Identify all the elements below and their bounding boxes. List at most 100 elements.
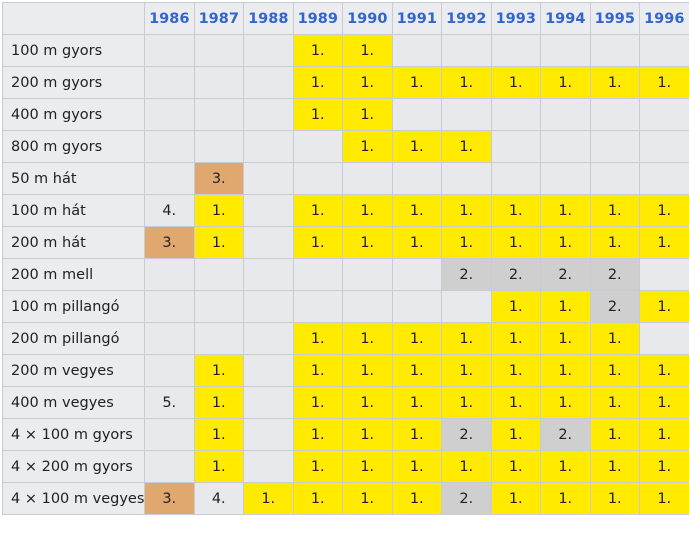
placement-cell: 1.: [391, 482, 442, 515]
placement-cell: [441, 162, 492, 195]
table-row: 800 m gyors 1. 1. 1.: [2, 130, 689, 163]
event-name: 50 m hát: [2, 162, 145, 195]
placement-cell: [144, 450, 195, 483]
placement-cell: 1.: [589, 450, 640, 483]
placement-cell: [243, 354, 294, 387]
placement-cell: 1.: [589, 66, 640, 99]
placement-cell: 1.: [490, 418, 541, 451]
event-name: 200 m mell: [2, 258, 145, 291]
table-body: 100 m gyors 1. 1. 200 m gyors 1. 1. 1. 1. 1. 1. 1.…: [2, 34, 689, 515]
placement-cell: 1.: [490, 290, 541, 323]
event-name: 200 m gyors: [2, 66, 145, 99]
year-header-1993[interactable]: 1993: [490, 2, 541, 35]
table-row: 200 m pillangó 1. 1. 1. 1. 1. 1. 1.: [2, 322, 689, 355]
placement-cell: 1.: [441, 386, 492, 419]
event-name: 800 m gyors: [2, 130, 145, 163]
table-row: 4 × 100 m gyors 1. 1. 1. 1. 2. 1. 2. 1. 1.: [2, 418, 689, 451]
placement-cell: 1.: [342, 386, 393, 419]
placement-cell: 3.: [193, 162, 244, 195]
year-header-1996[interactable]: 1996: [639, 2, 689, 35]
placement-cell: 1.: [441, 194, 492, 227]
year-header-1990[interactable]: 1990: [342, 2, 393, 35]
placement-cell: [144, 130, 195, 163]
placement-cell: 1.: [490, 354, 541, 387]
year-header-1992[interactable]: 1992: [441, 2, 492, 35]
year-header-1986[interactable]: 1986: [144, 2, 195, 35]
placement-cell: 1.: [490, 226, 541, 259]
placement-cell: [144, 162, 195, 195]
placement-cell: 2.: [589, 290, 640, 323]
placement-cell: 1.: [490, 194, 541, 227]
placement-cell: 5.: [144, 386, 195, 419]
placement-cell: [243, 194, 294, 227]
year-header-1991[interactable]: 1991: [391, 2, 442, 35]
placement-cell: 1.: [490, 386, 541, 419]
placement-cell: 1.: [292, 418, 343, 451]
placement-cell: [193, 66, 244, 99]
placement-cell: [441, 98, 492, 131]
placement-cell: 1.: [342, 322, 393, 355]
placement-cell: [144, 418, 195, 451]
year-header-1987[interactable]: 1987: [193, 2, 244, 35]
placement-cell: 1.: [342, 98, 393, 131]
table-row: 400 m vegyes 5. 1. 1. 1. 1. 1. 1. 1. 1. 1.: [2, 386, 689, 419]
placement-cell: [193, 98, 244, 131]
placement-cell: 1.: [589, 354, 640, 387]
placement-cell: 1.: [490, 66, 541, 99]
placement-cell: 1.: [540, 322, 591, 355]
year-header-1995[interactable]: 1995: [589, 2, 640, 35]
placement-cell: [391, 162, 442, 195]
year-header-1994[interactable]: 1994: [540, 2, 591, 35]
placement-cell: [243, 162, 294, 195]
placement-cell: 1.: [639, 354, 689, 387]
placement-cell: 1.: [589, 194, 640, 227]
table-row: 200 m vegyes 1. 1. 1. 1. 1. 1. 1. 1. 1.: [2, 354, 689, 387]
placement-cell: 1.: [391, 450, 442, 483]
corner-cell: [2, 2, 145, 35]
placement-cell: 1.: [342, 226, 393, 259]
placement-cell: [540, 98, 591, 131]
placement-cell: [490, 98, 541, 131]
placement-cell: 1.: [639, 290, 689, 323]
placement-cell: [589, 130, 640, 163]
placement-cell: 1.: [193, 450, 244, 483]
placement-cell: 1.: [292, 98, 343, 131]
placement-cell: 1.: [391, 194, 442, 227]
placement-cell: [342, 162, 393, 195]
placement-cell: [342, 290, 393, 323]
placement-cell: 1.: [342, 482, 393, 515]
event-name: 200 m pillangó: [2, 322, 145, 355]
placement-cell: 1.: [193, 226, 244, 259]
placement-cell: 1.: [540, 450, 591, 483]
placement-cell: 1.: [292, 322, 343, 355]
placement-cell: 1.: [193, 386, 244, 419]
event-name: 100 m gyors: [2, 34, 145, 67]
placement-cell: [490, 130, 541, 163]
placement-cell: [144, 98, 195, 131]
placement-cell: 3.: [144, 226, 195, 259]
placement-cell: 4.: [144, 194, 195, 227]
placement-cell: 4.: [193, 482, 244, 515]
placement-cell: [292, 162, 343, 195]
placement-cell: 1.: [589, 226, 640, 259]
placement-cell: [144, 322, 195, 355]
placement-cell: [243, 66, 294, 99]
placement-cell: [540, 34, 591, 67]
results-table: 1986 1987 1988 1989 1990 1991 1992 1993 1994 1995…: [2, 2, 689, 515]
placement-cell: [589, 34, 640, 67]
placement-cell: 1.: [441, 130, 492, 163]
placement-cell: [391, 258, 442, 291]
header-row: 1986 1987 1988 1989 1990 1991 1992 1993 1994 1995…: [2, 2, 689, 35]
year-header-1988[interactable]: 1988: [243, 2, 294, 35]
placement-cell: [193, 258, 244, 291]
placement-cell: [342, 258, 393, 291]
placement-cell: 1.: [441, 226, 492, 259]
placement-cell: 1.: [342, 354, 393, 387]
year-header-1989[interactable]: 1989: [292, 2, 343, 35]
table-row: 4 × 200 m gyors 1. 1. 1. 1. 1. 1. 1. 1. 1.: [2, 450, 689, 483]
placement-cell: 1.: [342, 450, 393, 483]
table-row: 100 m hát 4. 1. 1. 1. 1. 1. 1. 1. 1. 1.: [2, 194, 689, 227]
table-row: 4 × 100 m vegyes 3. 4. 1. 1. 1. 1. 2. 1. 1. 1. 1.: [2, 482, 689, 515]
placement-cell: 1.: [589, 482, 640, 515]
placement-cell: [441, 34, 492, 67]
